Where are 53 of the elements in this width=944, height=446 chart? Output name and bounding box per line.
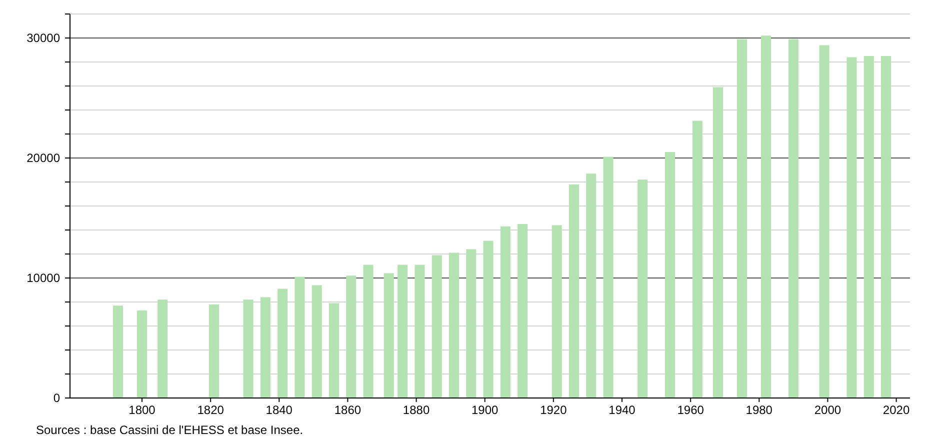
bar bbox=[363, 264, 374, 398]
bar bbox=[278, 288, 288, 398]
x-tick-label: 1900 bbox=[472, 403, 499, 417]
bar bbox=[384, 273, 394, 398]
bar bbox=[552, 225, 562, 398]
y-tick-label: 20000 bbox=[26, 151, 60, 166]
bar bbox=[569, 184, 579, 398]
bar bbox=[346, 276, 356, 398]
bar bbox=[294, 276, 305, 398]
bar bbox=[586, 174, 596, 398]
bar bbox=[788, 39, 798, 398]
x-tick-label: 2000 bbox=[814, 403, 842, 417]
bar bbox=[737, 39, 747, 398]
bar bbox=[398, 264, 408, 398]
bar bbox=[329, 303, 339, 398]
bar bbox=[881, 56, 891, 398]
bar bbox=[819, 45, 830, 398]
bar bbox=[449, 252, 459, 398]
x-tick-label: 1980 bbox=[746, 403, 773, 417]
x-tick-label: 1960 bbox=[677, 403, 704, 417]
bar bbox=[158, 300, 168, 398]
x-tick-label: 1800 bbox=[128, 403, 156, 417]
bar bbox=[638, 180, 648, 398]
bar bbox=[312, 285, 322, 398]
bar bbox=[761, 36, 771, 398]
bar bbox=[500, 226, 510, 398]
bar bbox=[260, 297, 270, 398]
x-tick-label: 1840 bbox=[266, 403, 293, 417]
bar bbox=[466, 249, 476, 398]
bar bbox=[518, 224, 528, 398]
y-tick-label: 0 bbox=[53, 391, 60, 406]
bar bbox=[603, 156, 614, 398]
bar bbox=[846, 57, 857, 398]
bar bbox=[414, 264, 425, 398]
x-tick-label: 2020 bbox=[882, 403, 910, 417]
bar bbox=[209, 304, 219, 398]
y-tick-label: 10000 bbox=[26, 271, 60, 286]
bar bbox=[432, 255, 442, 398]
bar bbox=[713, 87, 723, 398]
y-tick-label: 30000 bbox=[26, 31, 60, 46]
bar bbox=[137, 310, 147, 398]
bar bbox=[243, 300, 254, 398]
source-note: Sources : base Cassini de l'EHESS et base Insee. bbox=[36, 423, 304, 437]
x-tick-label: 1940 bbox=[608, 403, 636, 417]
bar bbox=[864, 56, 874, 398]
x-tick-label: 1820 bbox=[197, 403, 224, 417]
x-tick-label: 1860 bbox=[334, 403, 362, 417]
bar bbox=[113, 306, 123, 398]
bar bbox=[665, 152, 675, 398]
bar bbox=[692, 120, 702, 398]
bar bbox=[483, 240, 494, 398]
x-tick-label: 1920 bbox=[540, 403, 568, 417]
x-tick-label: 1880 bbox=[402, 403, 430, 417]
